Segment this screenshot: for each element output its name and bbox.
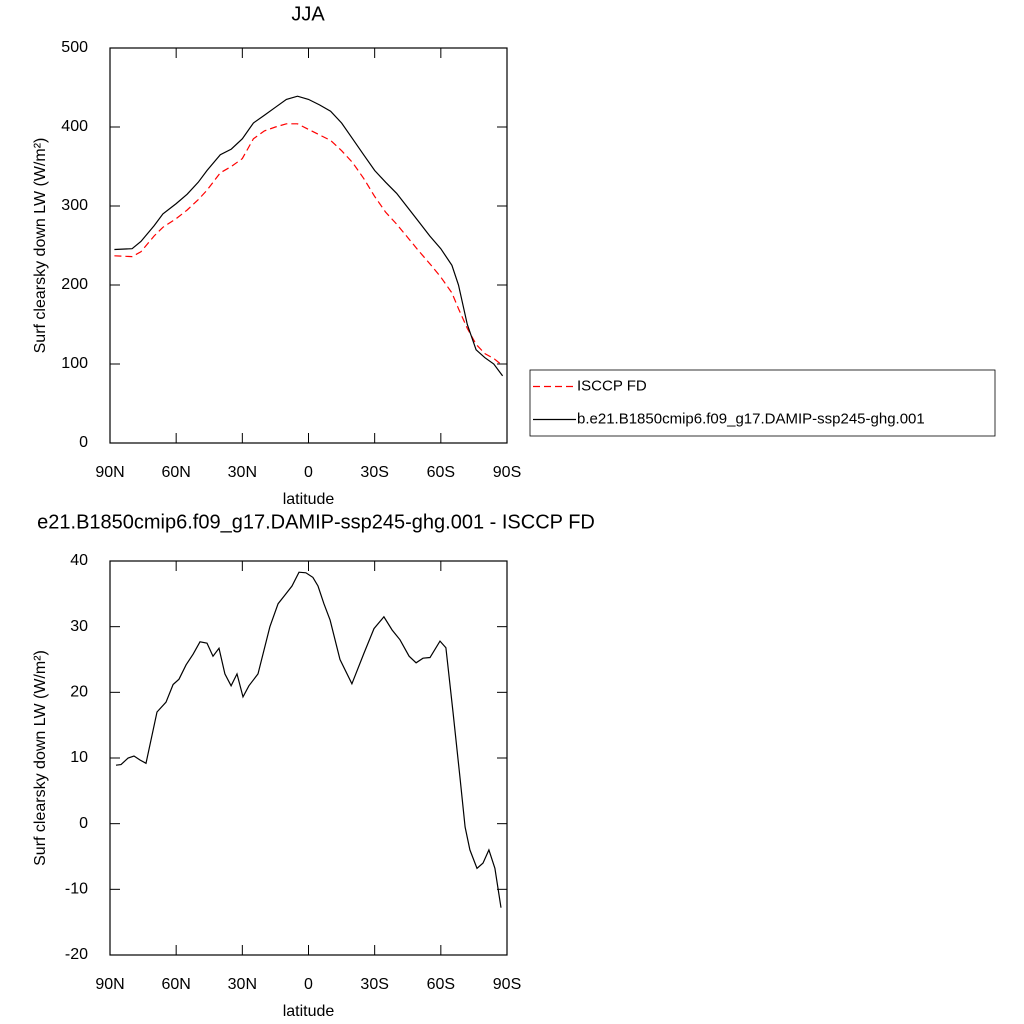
chart-title: JJA [291, 3, 325, 25]
x-tick-label: 30S [360, 464, 388, 481]
legend-label: ISCCP FD [577, 377, 647, 394]
x-tick-label: 60S [427, 464, 455, 481]
y-tick-label: 400 [61, 118, 88, 135]
y-tick-label: 10 [70, 749, 88, 766]
x-tick-label: 60S [427, 976, 455, 993]
y-tick-label: -10 [65, 881, 88, 898]
plot-frame [109, 47, 508, 444]
x-tick-label: 60N [161, 976, 190, 993]
legend-box [529, 369, 996, 437]
data-line [114, 123, 503, 367]
x-tick-label: 90S [493, 976, 521, 993]
data-line [115, 571, 502, 908]
x-axis-label: latitude [283, 1003, 335, 1020]
y-tick-label: -20 [65, 946, 88, 963]
y-axis-label: Surf clearsky down LW (W/m²) [32, 138, 49, 354]
y-axis-label: Surf clearsky down LW (W/m²) [32, 650, 49, 866]
x-tick-label: 0 [304, 464, 313, 481]
y-tick-label: 40 [70, 552, 88, 569]
y-tick-label: 20 [70, 684, 88, 701]
y-tick-label: 300 [61, 197, 88, 214]
y-tick-label: 100 [61, 355, 88, 372]
y-tick-label: 0 [79, 815, 88, 832]
legend-label: b.e21.B1850cmip6.f09_g17.DAMIP-ssp245-gh… [577, 410, 925, 427]
data-line [114, 95, 504, 377]
y-tick-label: 0 [79, 434, 88, 451]
y-tick-label: 200 [61, 276, 88, 293]
chart-title: e21.B1850cmip6.f09_g17.DAMIP-ssp245-ghg.… [37, 511, 595, 533]
x-tick-label: 90N [95, 976, 124, 993]
x-tick-label: 30N [228, 464, 257, 481]
x-axis-label: latitude [283, 491, 335, 508]
x-tick-label: 60N [161, 464, 190, 481]
x-tick-label: 30N [228, 976, 257, 993]
y-tick-label: 30 [70, 618, 88, 635]
x-tick-label: 30S [360, 976, 388, 993]
y-tick-label: 500 [61, 39, 88, 56]
x-tick-label: 0 [304, 976, 313, 993]
x-tick-label: 90S [493, 464, 521, 481]
plot-frame [109, 560, 508, 956]
x-tick-label: 90N [95, 464, 124, 481]
